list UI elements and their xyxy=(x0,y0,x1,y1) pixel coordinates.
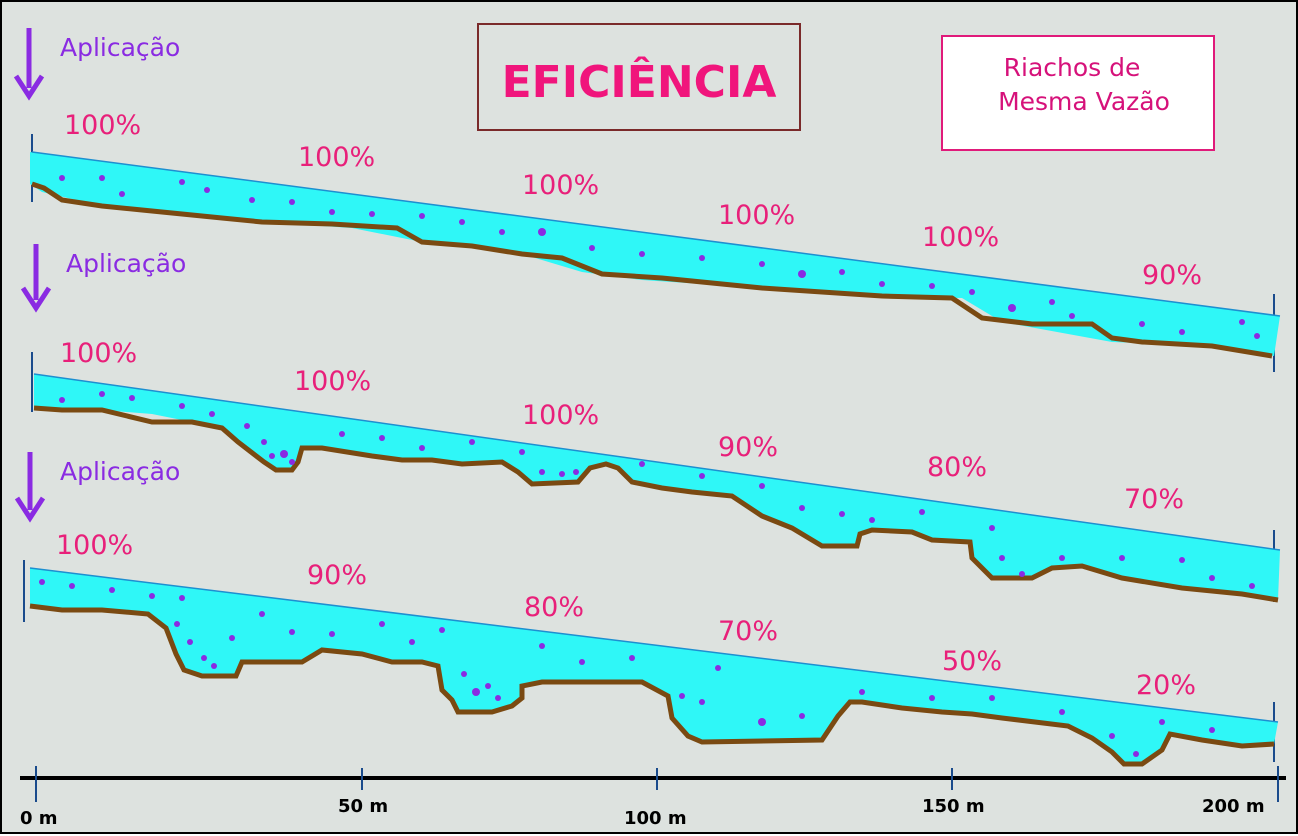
axis-tick-200: 200 m xyxy=(1202,796,1265,817)
distance-axis: 0 m 50 m 100 m 150 m 200 m xyxy=(20,766,1286,829)
stream-1-bed xyxy=(31,181,1273,359)
stream-1: 100% 100% 100% 100% 100% 90% xyxy=(30,110,1281,372)
application-label-3: Aplicação xyxy=(60,457,180,486)
stream-2-bed xyxy=(33,405,1279,603)
stream-3-label-3: 80% xyxy=(524,592,584,623)
axis-tick-100: 100 m xyxy=(624,808,687,829)
application-label-1: Aplicação xyxy=(60,33,180,62)
stream-2-particles xyxy=(59,391,1255,589)
stream-1-label-4: 100% xyxy=(718,200,795,231)
stream-3-label-6: 20% xyxy=(1136,670,1196,701)
stream-1-label-1: 100% xyxy=(64,110,141,141)
stream-1-label-6: 90% xyxy=(1142,260,1202,291)
application-label-2: Aplicação xyxy=(66,249,186,278)
stream-3-water xyxy=(30,568,1278,764)
stream-1-label-5: 100% xyxy=(922,222,999,253)
application-1: Aplicação xyxy=(13,28,180,101)
stream-3-label-5: 50% xyxy=(942,646,1002,677)
stream-1-label-3: 100% xyxy=(522,170,599,201)
stream-3-particles xyxy=(39,579,1215,757)
stream-3-bed xyxy=(29,603,1275,767)
stream-1-water xyxy=(30,152,1280,356)
axis-tick-150: 150 m xyxy=(922,796,985,817)
stream-1-particles xyxy=(59,175,1260,339)
title-text: EFICIÊNCIA xyxy=(502,55,777,108)
application-2: Aplicação xyxy=(20,244,186,313)
legend-box: Riachos de Mesma Vazão xyxy=(941,35,1215,151)
application-3: Aplicação xyxy=(14,452,180,523)
stream-2-label-4: 90% xyxy=(718,432,778,463)
stream-2-label-5: 80% xyxy=(927,452,987,483)
stream-3-label-1: 100% xyxy=(56,530,133,561)
stream-2-label-6: 70% xyxy=(1124,484,1184,515)
stream-2-label-2: 100% xyxy=(294,366,371,397)
legend-line-2: Mesma Vazão xyxy=(998,87,1170,116)
legend-line-1: Riachos de xyxy=(1004,53,1141,82)
axis-tick-50: 50 m xyxy=(338,796,388,817)
title-box: EFICIÊNCIA xyxy=(477,23,801,131)
stream-3-label-4: 70% xyxy=(718,616,778,647)
stream-2-label-1: 100% xyxy=(60,338,137,369)
stream-2: 100% 100% 100% 90% 80% 70% xyxy=(31,338,1281,603)
stream-3: 100% 90% 80% 70% 50% 20% xyxy=(23,530,1279,767)
stream-3-label-2: 90% xyxy=(307,560,367,591)
stream-2-label-3: 100% xyxy=(522,400,599,431)
stream-1-label-2: 100% xyxy=(298,142,375,173)
axis-tick-0: 0 m xyxy=(20,808,58,829)
